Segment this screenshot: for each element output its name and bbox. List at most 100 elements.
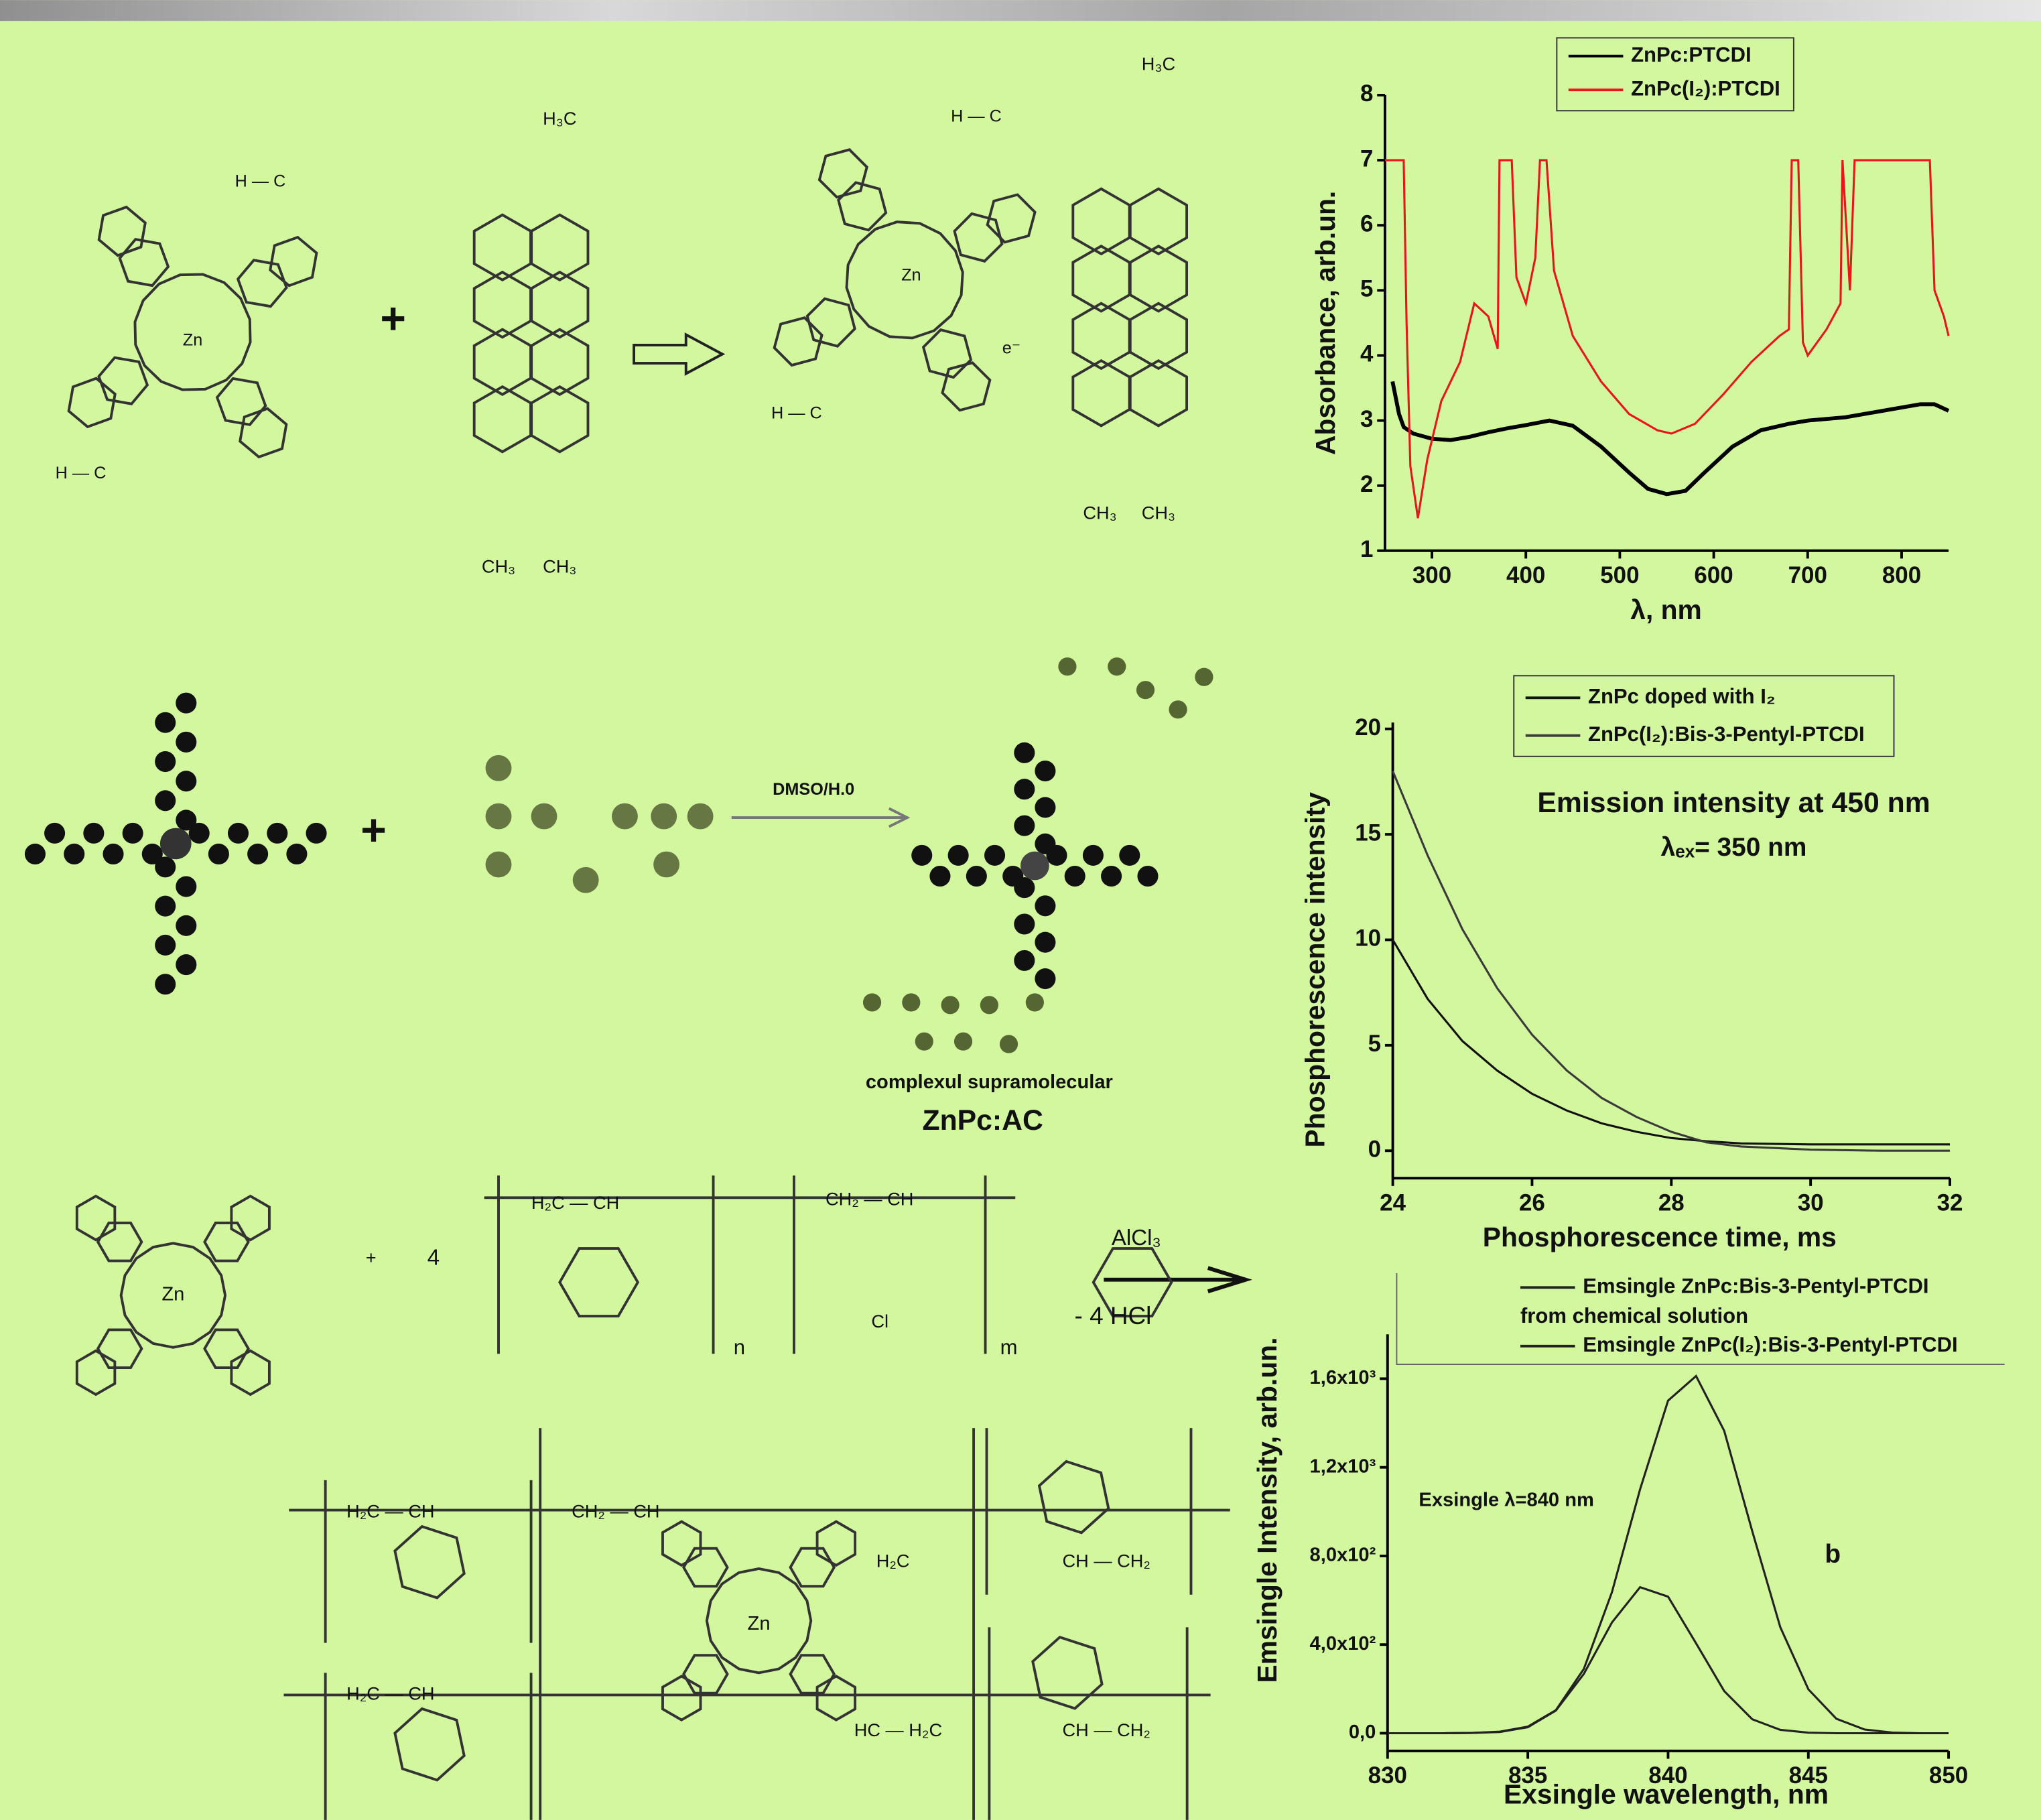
atom — [1108, 657, 1126, 675]
atom — [915, 1033, 933, 1051]
x-tick-label: 800 — [1882, 562, 1921, 588]
atom — [1020, 852, 1049, 881]
y-tick-label: 2 — [1360, 471, 1373, 497]
atom — [687, 803, 714, 830]
poster: 30040050060070080012345678λ, nmAbsorbanc… — [0, 0, 2041, 1820]
diagram-label: H₃C — [1142, 53, 1175, 74]
y-tick-label: 7 — [1360, 145, 1373, 172]
y-tick-label: 6 — [1360, 210, 1373, 237]
atom — [486, 852, 512, 878]
atom — [142, 844, 163, 864]
atom — [267, 823, 287, 844]
x-axis-label: Exsingle wavelength, nm — [1504, 1779, 1829, 1810]
x-axis-label: Phosphorescence time, ms — [1483, 1222, 1837, 1252]
atom — [941, 996, 960, 1014]
y-tick-label: 1,6x10³ — [1310, 1367, 1376, 1388]
atom — [155, 712, 176, 733]
diagram-label: + — [360, 805, 387, 854]
x-tick-label: 32 — [1937, 1189, 1963, 1216]
diagram-label: H₂C — CH — [346, 1683, 434, 1704]
diagram-label: e⁻ — [1002, 338, 1020, 357]
y-tick-label: 3 — [1360, 406, 1373, 432]
atom — [573, 867, 599, 893]
atom — [863, 993, 881, 1011]
diagram-label: 4 — [427, 1244, 440, 1269]
atom — [176, 809, 196, 830]
atom — [1035, 932, 1055, 953]
diagram-label: Cl — [871, 1311, 888, 1331]
atom — [176, 954, 196, 975]
legend-label: Emsingle ZnPc(I₂):Bis-3-Pentyl-PTCDI — [1583, 1333, 1957, 1356]
atom — [155, 896, 176, 917]
diagram-label: CH — CH₂ — [1063, 1550, 1150, 1571]
atom — [176, 732, 196, 753]
y-tick-label: 8,0x10² — [1310, 1545, 1376, 1566]
legend-note: from chemical solution — [1520, 1304, 1748, 1327]
diagram-label: H₃C — [543, 108, 576, 129]
atom — [1065, 866, 1085, 887]
atom — [980, 996, 998, 1014]
y-tick-label: 4 — [1360, 341, 1374, 367]
x-tick-label: 28 — [1658, 1189, 1685, 1216]
x-tick-label: 30 — [1798, 1189, 1824, 1216]
atom — [306, 823, 327, 844]
y-tick-label: 20 — [1355, 714, 1381, 740]
diagram-label: H₂C — CH — [531, 1192, 619, 1213]
diagram-label: ZnPc:AC — [922, 1104, 1043, 1136]
diagram-label: H₂C — [876, 1550, 910, 1571]
atom — [948, 845, 969, 866]
annotation: Emission intensity at 450 nm — [1537, 787, 1930, 819]
y-tick-label: 5 — [1368, 1031, 1381, 1057]
atom — [1035, 968, 1055, 989]
diagram-label: CH₃ — [482, 556, 515, 576]
y-tick-label: 15 — [1355, 820, 1381, 846]
diagram-label: H — C — [235, 172, 286, 191]
atom — [160, 828, 192, 860]
y-tick-label: 10 — [1355, 925, 1381, 952]
top-strip — [0, 0, 2041, 21]
atom — [103, 844, 123, 864]
legend-label: ZnPc:PTCDI — [1631, 43, 1752, 66]
atom — [1058, 657, 1076, 675]
atom — [984, 845, 1005, 866]
diagram-label: Zn — [161, 1284, 184, 1305]
atom — [531, 803, 557, 830]
atom — [1119, 845, 1140, 866]
diagram-label: Zn — [901, 266, 921, 285]
atom — [902, 993, 920, 1011]
y-tick-label: 8 — [1360, 80, 1373, 107]
atom — [966, 866, 987, 887]
atom — [954, 1033, 972, 1051]
x-tick-label: 850 — [1929, 1762, 1968, 1789]
diagram-label: complexul supramolecular — [866, 1071, 1113, 1093]
atom — [1035, 797, 1055, 818]
annotation: λₑₓ= 350 nm — [1661, 833, 1807, 862]
atom — [155, 751, 176, 772]
atom — [1169, 700, 1187, 718]
x-tick-label: 830 — [1368, 1762, 1407, 1789]
diagram-label: Zn — [183, 331, 202, 350]
y-axis-label: Phosphorescence intensity — [1300, 792, 1331, 1148]
atom — [651, 803, 677, 830]
diagram-label: HC — H₂C — [854, 1719, 942, 1740]
atom — [1101, 866, 1122, 887]
y-tick-label: 0 — [1368, 1136, 1381, 1162]
atom — [1014, 779, 1035, 799]
atom — [176, 771, 196, 791]
atom — [1026, 993, 1044, 1011]
diagram-label: CH₂ — CH — [826, 1188, 913, 1209]
legend-label: ZnPc doped with I₂ — [1588, 685, 1776, 708]
atom — [155, 935, 176, 956]
atom — [208, 844, 229, 864]
annotation: b — [1825, 1540, 1841, 1569]
atom — [155, 790, 176, 811]
atom — [1014, 913, 1035, 934]
x-tick-label: 500 — [1600, 562, 1639, 588]
x-tick-label: 600 — [1694, 562, 1733, 588]
atom — [1014, 742, 1035, 763]
diagram-label: CH₃ — [1142, 503, 1175, 523]
x-tick-label: 24 — [1380, 1189, 1406, 1216]
atom — [1035, 834, 1055, 854]
atom — [155, 974, 176, 994]
atom — [929, 866, 950, 887]
